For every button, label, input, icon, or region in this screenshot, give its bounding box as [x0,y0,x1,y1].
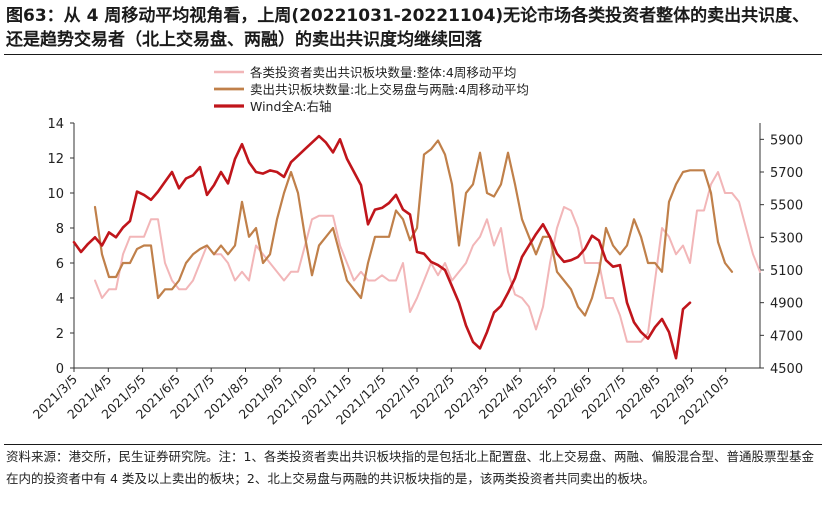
left-tick-label: 2 [56,327,64,342]
left-tick-label: 0 [56,362,64,377]
left-tick-label: 10 [47,187,64,202]
right-tick-label: 4700 [770,329,803,344]
note-text: 注：1、各类投资者卖出共识板块指的是包括北上配置盘、北上交易盘、两融、偏股混合型… [6,449,814,486]
right-tick-label: 4900 [770,297,803,312]
right-tick-label: 5900 [770,133,803,148]
source-note: 资料来源：港交所，民生证券研究院。注：1、各类投资者卖出共识板块指的是包括北上配… [6,446,818,490]
right-tick-label: 5500 [770,199,803,214]
series-line-3 [72,134,692,360]
right-tick-label: 5100 [770,264,803,279]
title-divider [4,54,822,55]
series-group [72,134,761,360]
figure-title: 图63：从 4 周移动平均视角看，上周(20221031-20221104)无论… [6,6,810,50]
left-tick-label: 4 [56,292,64,307]
legend-label-3: Wind全A:右轴 [250,99,331,114]
right-tick-label: 4500 [770,362,803,377]
series-line-1 [94,171,761,343]
source-label: 资料来源：港交所，民生证券研究院。 [6,449,219,464]
chart-legend: 各类投资者卖出共识板块数量:整体:4周移动平均卖出共识板块数量:北上交易盘与两融… [214,65,529,114]
left-tick-label: 6 [56,257,64,272]
legend-label-2: 卖出共识板块数量:北上交易盘与两融:4周移动平均 [250,82,529,97]
legend-label-1: 各类投资者卖出共识板块数量:整体:4周移动平均 [250,65,516,80]
source-divider [4,444,822,445]
left-tick-label: 8 [56,222,64,237]
left-tick-label: 12 [47,152,64,167]
right-tick-label: 5300 [770,231,803,246]
line-chart: 0 2 4 6 8 10 12 14 4500 4700 4900 5100 5300 5500 5700 5… [30,65,803,427]
right-tick-label: 5700 [770,166,803,181]
axes-group: 0 2 4 6 8 10 12 14 4500 4700 4900 5100 5300 5500 5700 5… [30,117,803,427]
left-tick-label: 14 [47,117,64,132]
